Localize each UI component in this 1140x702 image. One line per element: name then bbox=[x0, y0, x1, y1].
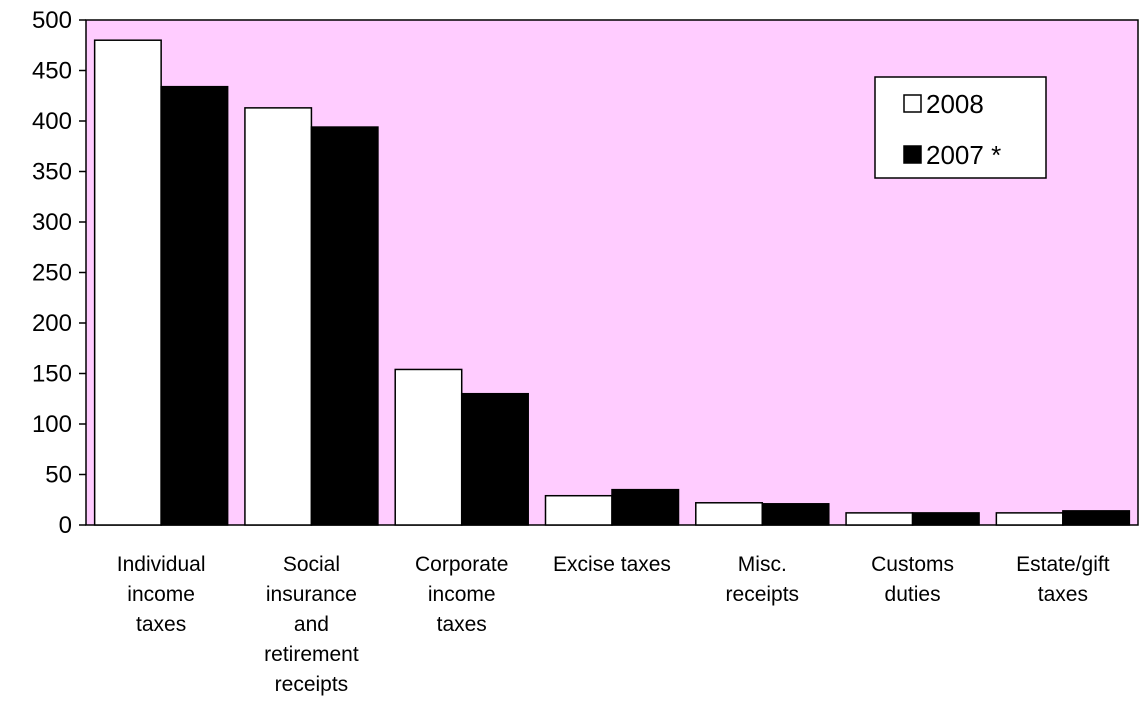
legend: 2008 2007 * bbox=[874, 76, 1047, 179]
bar-2008-1 bbox=[244, 107, 313, 526]
x-category-label-1: Social insurance and retirement receipts bbox=[264, 553, 359, 696]
bar-2007-5 bbox=[911, 512, 980, 526]
bar-2007-1 bbox=[310, 126, 379, 526]
legend-swatch-2007 bbox=[903, 145, 922, 164]
y-tick-label: 500 bbox=[32, 7, 72, 34]
x-category-label-line: retirement bbox=[264, 643, 359, 666]
x-category-label-line: Misc. bbox=[738, 553, 787, 576]
bar-2008-5 bbox=[845, 512, 914, 526]
x-category-label-0: Individual income taxes bbox=[117, 553, 206, 636]
x-category-label-line: Customs bbox=[871, 553, 954, 576]
x-category-label-line: Corporate bbox=[415, 553, 508, 576]
y-tick-label: 300 bbox=[32, 209, 72, 236]
x-category-label-line: income bbox=[127, 583, 195, 606]
y-tick-label: 50 bbox=[45, 462, 72, 489]
x-category-label-line: Individual bbox=[117, 553, 206, 576]
y-tick-label: 450 bbox=[32, 58, 72, 85]
bar-2007-3 bbox=[611, 488, 680, 526]
x-category-label-5: Customs duties bbox=[871, 553, 954, 606]
x-category-label-line: receipts bbox=[726, 583, 800, 606]
x-category-label-line: insurance bbox=[266, 583, 357, 606]
x-category-label-line: taxes bbox=[136, 613, 186, 636]
legend-label-2008: 2008 bbox=[926, 89, 984, 119]
bar-2007-4 bbox=[761, 503, 830, 526]
bar-2008-4 bbox=[695, 502, 764, 526]
legend-swatch-2008 bbox=[903, 94, 922, 113]
x-category-label-line: taxes bbox=[437, 613, 487, 636]
x-category-label-4: Misc. receipts bbox=[726, 553, 800, 606]
x-category-label-line: and bbox=[294, 613, 329, 636]
bar-2007-6 bbox=[1062, 510, 1131, 526]
y-tick-label: 0 bbox=[59, 512, 72, 539]
bar-2007-0 bbox=[160, 85, 229, 526]
bar-2007-2 bbox=[460, 392, 529, 526]
y-tick-label: 250 bbox=[32, 260, 72, 287]
x-category-label-3: Excise taxes bbox=[553, 553, 671, 576]
bars bbox=[93, 39, 1131, 526]
bar-2008-0 bbox=[93, 39, 162, 526]
y-tick-label: 100 bbox=[32, 411, 72, 438]
x-axis-labels: Individual income taxes Social insurance and r… bbox=[117, 553, 1110, 696]
x-category-label-line: Excise taxes bbox=[553, 553, 671, 576]
bar-2008-2 bbox=[394, 368, 463, 526]
x-category-label-line: Social bbox=[283, 553, 340, 576]
y-tick-label: 200 bbox=[32, 310, 72, 337]
x-category-label-line: receipts bbox=[275, 673, 349, 696]
y-axis: 0 50 100 150 200 250 300 350 400 450 500 bbox=[32, 7, 86, 539]
x-category-label-line: income bbox=[428, 583, 496, 606]
y-tick-label: 350 bbox=[32, 159, 72, 186]
x-category-label-line: duties bbox=[885, 583, 941, 606]
x-category-label-line: taxes bbox=[1038, 583, 1088, 606]
x-category-label-line: Estate/gift bbox=[1016, 553, 1110, 576]
x-category-label-6: Estate/gift taxes bbox=[1016, 553, 1110, 606]
y-tick-label: 400 bbox=[32, 108, 72, 135]
legend-label-2007: 2007 * bbox=[926, 140, 1001, 170]
y-tick-label: 150 bbox=[32, 361, 72, 388]
x-category-label-2: Corporate income taxes bbox=[415, 553, 508, 636]
bar-2008-3 bbox=[544, 494, 613, 526]
bar-2008-6 bbox=[995, 512, 1064, 526]
